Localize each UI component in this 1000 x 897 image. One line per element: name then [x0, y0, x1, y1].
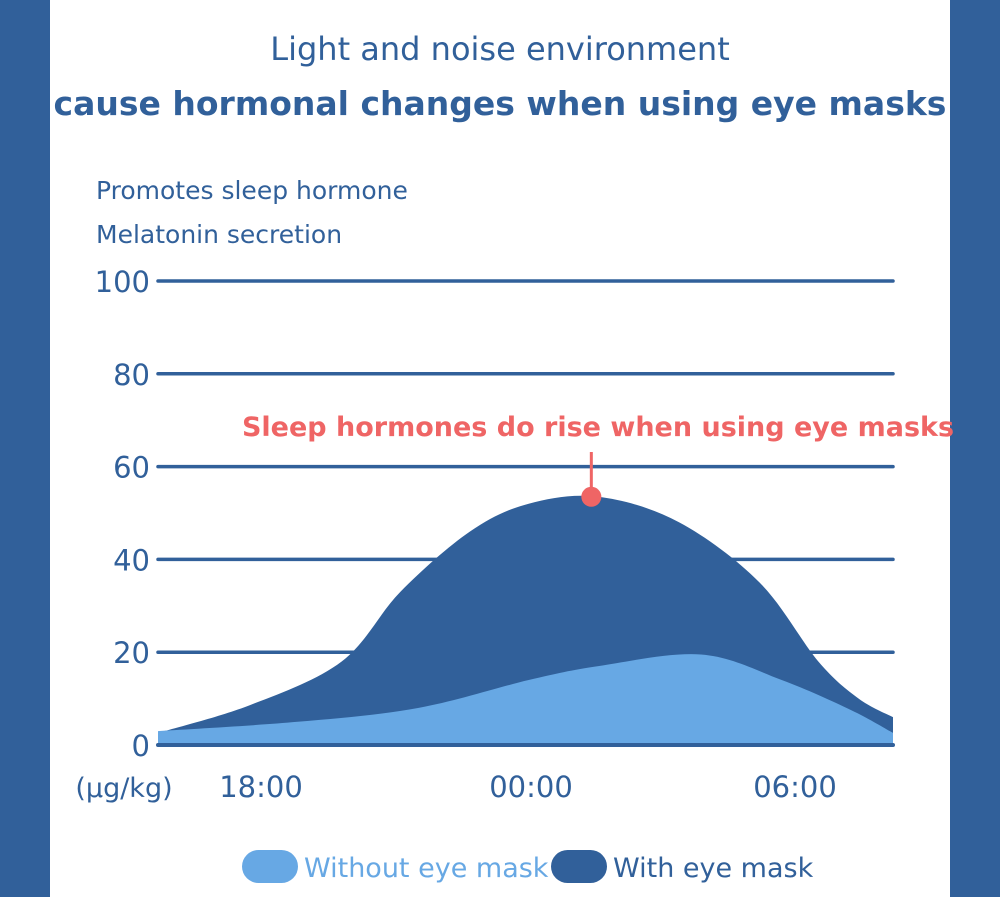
legend-label: Without eye mask: [304, 853, 549, 884]
legend-swatch: [242, 850, 298, 883]
y-tick-label: 0: [132, 729, 150, 763]
y-tick-label: 100: [95, 265, 150, 299]
legend-swatch: [551, 850, 607, 883]
x-tick-label: 00:00: [489, 770, 573, 804]
chart-title-line2: cause hormonal changes when using eye ma…: [53, 84, 947, 123]
x-tick-label: 06:00: [753, 770, 837, 804]
annotation-peak-marker: [581, 486, 602, 507]
chart-title-line1: Light and noise environment: [270, 30, 730, 68]
x-tick-label: 18:00: [219, 770, 303, 804]
y-axis-label-line2: Melatonin secretion: [96, 220, 343, 249]
unit-label: (μg/kg): [75, 773, 172, 804]
y-tick-label: 80: [113, 358, 150, 392]
y-axis-label-line1: Promotes sleep hormone: [96, 176, 408, 205]
chart-panel: [50, 0, 950, 897]
y-tick-label: 40: [113, 543, 150, 577]
legend-label: With eye mask: [613, 853, 814, 884]
y-tick-label: 20: [113, 636, 150, 670]
area-without-eye-mask: [158, 654, 893, 745]
annotation-text: Sleep hormones do rise when using eye ma…: [242, 412, 954, 443]
y-tick-label: 60: [113, 451, 150, 485]
